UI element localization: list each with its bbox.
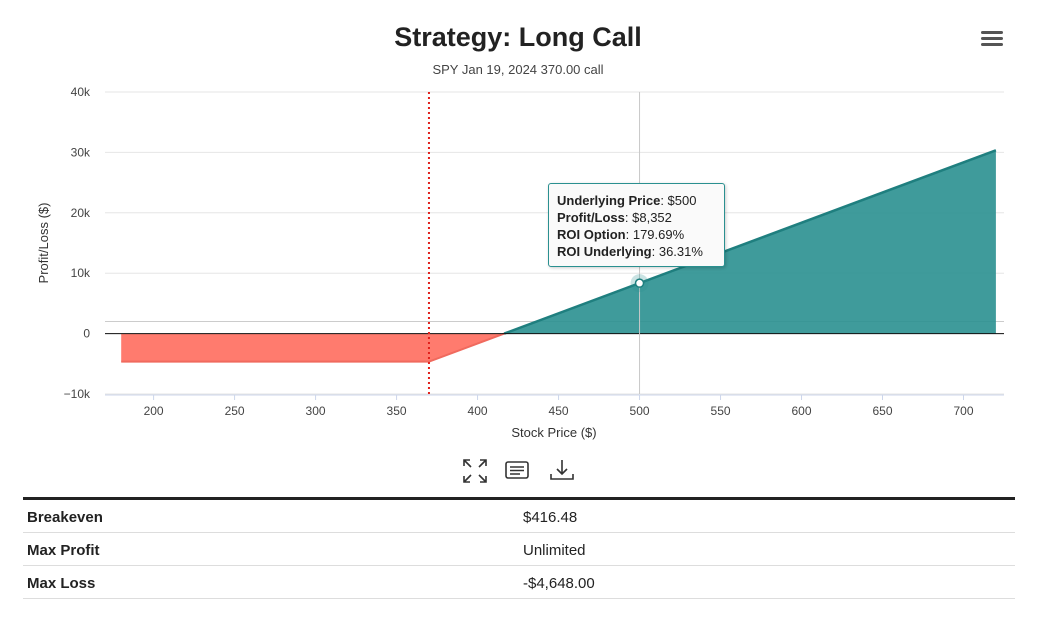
- chart-subtitle: SPY Jan 19, 2024 370.00 call: [432, 62, 604, 77]
- y-tick-label: −10k: [64, 387, 91, 401]
- y-tick-label: 40k: [71, 85, 91, 99]
- y-tick-label: 20k: [71, 206, 91, 220]
- stats-label: Breakeven: [27, 509, 103, 526]
- x-tick-label: 700: [953, 404, 973, 418]
- tooltip-row: Profit/Loss: $8,352: [557, 210, 672, 225]
- stats-value: Unlimited: [523, 542, 586, 559]
- chart-title: Strategy: Long Call: [394, 22, 642, 52]
- data-table-icon[interactable]: [504, 458, 530, 484]
- tooltip-row: ROI Underlying: 36.31%: [557, 244, 703, 259]
- hover-point: [634, 278, 645, 288]
- x-tick-label: 450: [549, 404, 569, 418]
- y-tick-label: 0: [83, 327, 90, 341]
- x-axis-title: Stock Price ($): [511, 425, 596, 440]
- y-axis-title: Profit/Loss ($): [36, 203, 51, 284]
- x-tick-label: 350: [387, 404, 407, 418]
- stats-row: Max Profit Unlimited: [23, 533, 1015, 566]
- x-tick-label: 200: [144, 404, 164, 418]
- stats-label: Max Loss: [27, 575, 96, 592]
- x-tick-label: 600: [792, 404, 812, 418]
- stats-row: Max Loss -$4,648.00: [23, 566, 1015, 599]
- hover-tooltip: Underlying Price: $500 Profit/Loss: $8,3…: [548, 183, 725, 267]
- x-tick-label: 250: [225, 404, 245, 418]
- payoff-chart: 200 250 300 350 400 450 500 550 600 650 700 −10k 0 1…: [36, 85, 1004, 440]
- download-icon[interactable]: [549, 458, 575, 484]
- x-tick-label: 400: [468, 404, 488, 418]
- x-tick-label: 500: [630, 404, 650, 418]
- tooltip-row: Underlying Price: $500: [557, 193, 697, 208]
- x-tick-label: 550: [711, 404, 731, 418]
- chart-menu-icon[interactable]: [981, 31, 1003, 49]
- loss-area: [121, 333, 505, 362]
- strategy-stats-table: Breakeven $416.48 Max Profit Unlimited M…: [23, 497, 1015, 599]
- stats-value: $416.48: [523, 509, 578, 526]
- x-tick-label: 300: [306, 404, 326, 418]
- profit-line: [503, 149, 997, 335]
- y-tick-label: 30k: [71, 145, 91, 159]
- stats-row: Breakeven $416.48: [23, 500, 1015, 533]
- x-tick-label: 650: [872, 404, 892, 418]
- loss-line: [121, 332, 505, 363]
- y-tick-label: 10k: [71, 266, 91, 280]
- stats-value: -$4,648.00: [523, 575, 595, 592]
- stats-label: Max Profit: [27, 542, 100, 559]
- fullscreen-icon[interactable]: [462, 458, 488, 484]
- tooltip-row: ROI Option: 179.69%: [557, 227, 685, 242]
